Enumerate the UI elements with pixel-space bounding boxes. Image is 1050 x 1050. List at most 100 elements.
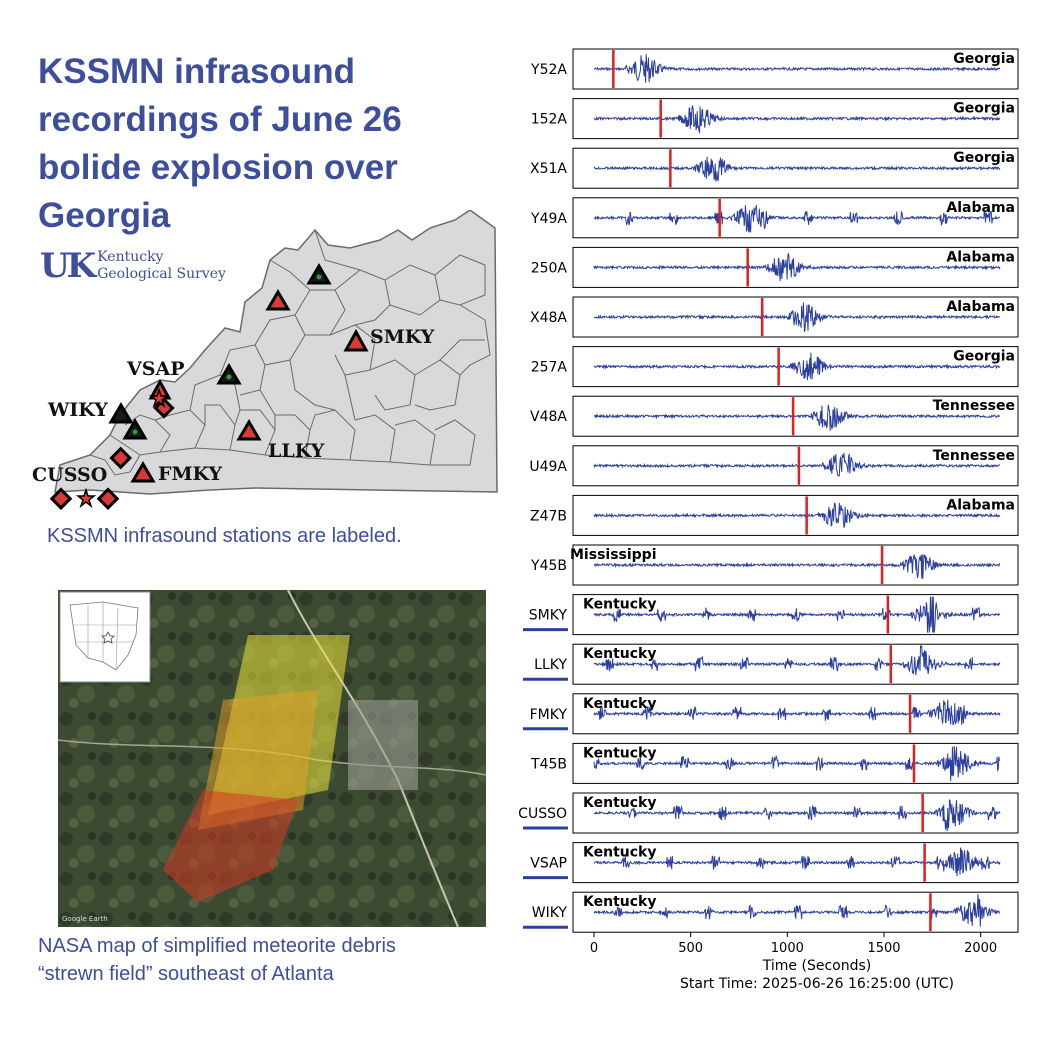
trace-panel-152a — [572, 98, 1019, 140]
station-label-y52a: Y52A — [530, 62, 567, 78]
trace-panel-llky — [572, 643, 1019, 685]
inset-locator-map — [59, 591, 151, 683]
waveform-z47b — [593, 502, 1001, 528]
station-label-z47b: Z47B — [530, 508, 567, 524]
trace-panel-y45b — [572, 544, 1019, 586]
region-label-y45b: Mississippi — [570, 547, 657, 563]
region-label-y49a: Alabama — [946, 200, 1015, 216]
station-label-257a: 257A — [531, 360, 568, 376]
region-label-152a: Georgia — [953, 101, 1015, 117]
station-label-llky: LLKY — [534, 657, 567, 673]
trace-panel-wiky — [572, 891, 1019, 933]
strewn-field-map: Google Earth — [58, 590, 486, 927]
station-label-v48a: V48A — [530, 409, 567, 425]
station-marker-cusso — [49, 487, 73, 510]
station-markers — [49, 263, 369, 510]
waveform-wiky — [593, 894, 1001, 927]
x-tick-label-0: 0 — [590, 941, 598, 956]
trace-panel-fmky — [572, 693, 1019, 735]
station-label-vsap: VSAP — [126, 358, 185, 380]
trace-panel-x48a — [572, 296, 1019, 338]
station-marker-wiky — [108, 402, 134, 424]
start-time-label: Start Time: 2025-06-26 16:25:00 (UTC) — [680, 976, 954, 992]
waveform-vsap — [593, 847, 1001, 877]
region-label-cusso: Kentucky — [583, 795, 656, 811]
station-marker-diamond-1 — [109, 446, 133, 470]
photo-caption-line-1: NASA map of simplified meteorite debris — [38, 935, 396, 957]
station-label-smky: SMKY — [529, 608, 568, 624]
waveform-y52a — [593, 54, 1001, 83]
region-label-fmky: Kentucky — [583, 696, 656, 712]
waveform-llky — [593, 644, 1001, 676]
station-label-smky: SMKY — [370, 326, 435, 348]
trace-panel-x51a — [572, 147, 1019, 189]
station-label-llky: LLKY — [268, 440, 325, 462]
region-label-257a: Georgia — [953, 349, 1015, 365]
waveform-y49a — [593, 205, 1001, 234]
region-label-250a: Alabama — [946, 249, 1015, 265]
waveform-fmky — [593, 699, 1001, 726]
trace-panel-smky — [572, 594, 1019, 636]
station-marker-north-2 — [265, 289, 291, 311]
region-label-wiky: Kentucky — [583, 894, 656, 910]
county-lines — [89, 229, 491, 476]
region-label-v48a: Tennessee — [933, 398, 1015, 414]
waveform-v48a — [593, 404, 1001, 432]
infrasound-chart: Y52A Georgia 152A Georgia X51A Georgia Y49A Ala… — [518, 48, 1019, 992]
region-label-u49a: Tennessee — [933, 448, 1015, 464]
trace-panel-y49a — [572, 197, 1019, 239]
x-tick-label-1500: 1500 — [867, 941, 900, 956]
waveform-smky — [593, 596, 1001, 633]
station-label-wiky: WIKY — [47, 399, 108, 421]
region-label-z47b: Alabama — [946, 497, 1015, 513]
station-label-vsap: VSAP — [530, 856, 567, 872]
station-label-fmky: FMKY — [158, 463, 223, 485]
trace-panel-vsap — [572, 842, 1019, 884]
station-marker-llky — [236, 419, 262, 441]
trace-panel-t45b — [572, 742, 1019, 784]
region-label-vsap: Kentucky — [583, 845, 656, 861]
logo-line-2: Geological Survey — [97, 266, 226, 282]
waveform-257a — [593, 352, 1001, 381]
station-marker-diamond-4 — [153, 397, 175, 419]
station-label-u49a: U49A — [529, 459, 567, 475]
waveform-x51a — [593, 156, 1001, 182]
urban-area — [348, 700, 418, 790]
station-star-vsap — [148, 387, 170, 409]
station-star-cusso — [75, 487, 97, 509]
station-label-250a: 250A — [531, 260, 568, 276]
station-label-wiky: WIKY — [532, 905, 568, 921]
trace-panel-250a — [572, 246, 1019, 288]
page-title: KSSMN infrasound recordings of June 26 b… — [38, 52, 402, 235]
station-label-x51a: X51A — [530, 161, 567, 177]
waveform-y45b — [593, 554, 1001, 579]
station-label-t45b: T45B — [530, 756, 567, 772]
waveform-152a — [593, 105, 1001, 134]
station-dots — [132, 274, 322, 435]
region-label-smky: Kentucky — [583, 597, 656, 613]
region-label-t45b: Kentucky — [583, 745, 656, 761]
trace-panel-v48a — [572, 395, 1019, 437]
station-label-x48a: X48A — [530, 310, 567, 326]
uk-logo-mark: UK — [40, 246, 96, 286]
logo-line-1: Kentucky — [97, 249, 164, 265]
station-label-fmky: FMKY — [530, 707, 568, 723]
waveform-cusso — [593, 799, 1001, 832]
waveform-x48a — [593, 302, 1001, 332]
station-label-152a: 152A — [531, 112, 568, 128]
station-marker-fmky — [130, 461, 156, 483]
station-label-cusso: CUSSO — [32, 464, 107, 486]
x-tick-label-1000: 1000 — [771, 941, 804, 956]
kentucky-station-map: VSAP SMKY WIKY LLKY CUSSO FMKY — [32, 210, 498, 510]
watermark: Google Earth — [62, 915, 108, 923]
station-label-y49a: Y49A — [530, 211, 567, 227]
region-label-llky: Kentucky — [583, 646, 656, 662]
trace-panel-257a — [572, 346, 1019, 388]
region-label-x48a: Alabama — [946, 299, 1015, 315]
station-label-y45b: Y45B — [530, 558, 567, 574]
map-caption: KSSMN infrasound stations are labeled. — [47, 525, 402, 547]
trace-panel-z47b — [572, 494, 1019, 536]
waveform-t45b — [593, 746, 1001, 782]
x-tick-label-500: 500 — [678, 941, 703, 956]
waveform-250a — [593, 253, 1001, 282]
